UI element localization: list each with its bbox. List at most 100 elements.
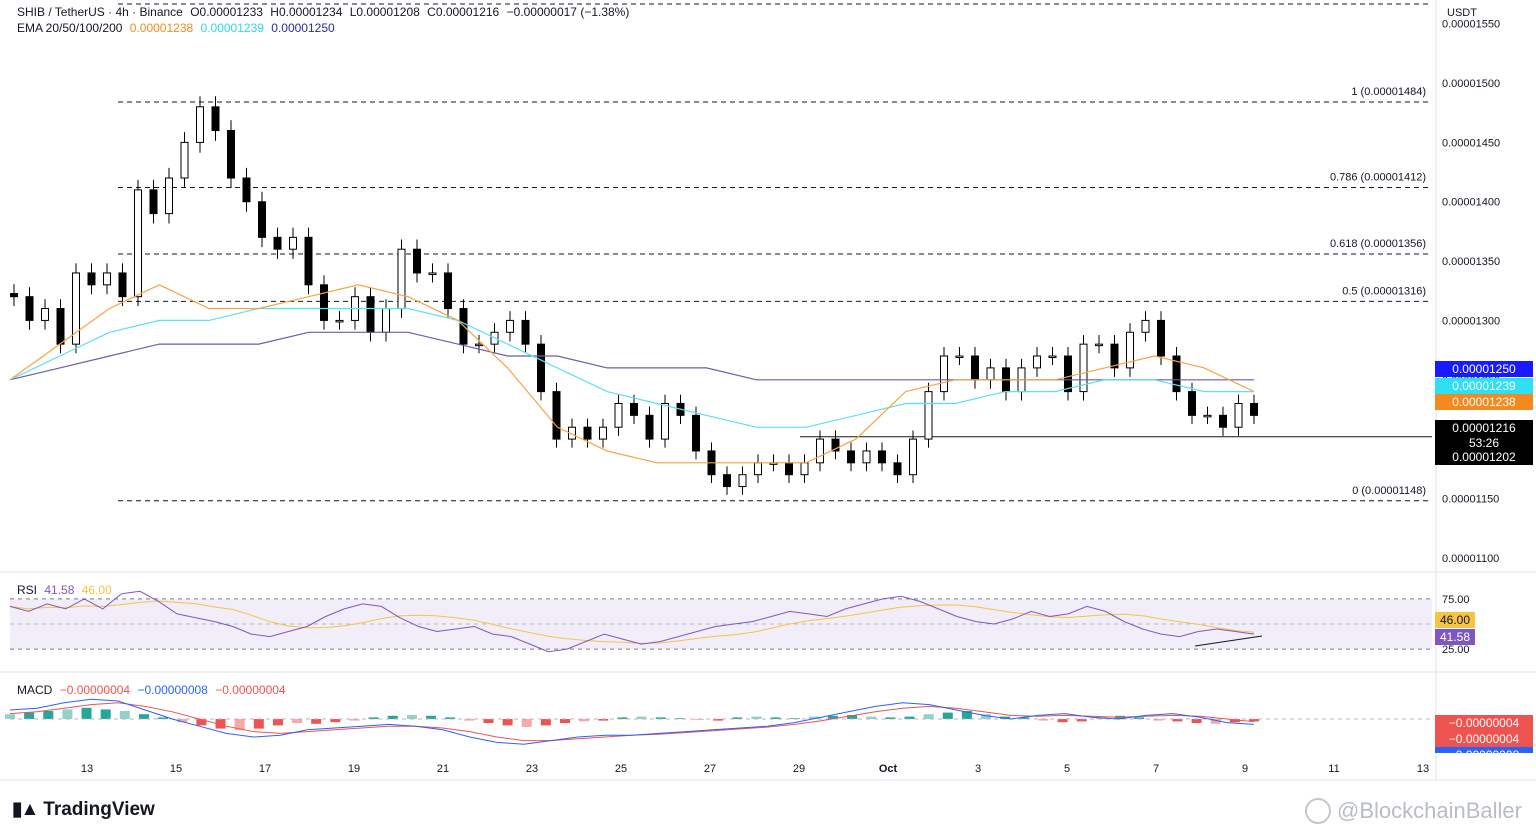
y-tick-label: 0.00001150 [1442, 493, 1499, 505]
candle-body [831, 438, 840, 452]
price-axis: 0.00001550 0.00001500 0.00001450 0.00001400… [0, 0, 1536, 781]
candle-body [599, 426, 607, 440]
rsi-ma-line [9, 600, 1255, 644]
candle-body [1064, 355, 1072, 393]
ema-lines [9, 284, 1255, 464]
ema20-value: 0.00001238 [129, 21, 194, 35]
macd-bar [1038, 719, 1049, 721]
rsi-tick-label: 75.00 [1442, 594, 1470, 606]
macd-bar [1249, 719, 1259, 722]
candle-body [273, 236, 282, 250]
macd-bar [311, 719, 322, 724]
candle-body [25, 296, 34, 321]
candle-body [180, 141, 189, 179]
tradingview-icon: ▮▲ [12, 799, 39, 820]
macd-bar [138, 714, 149, 719]
low-label: L [349, 5, 357, 19]
candle-body [289, 236, 297, 250]
macd-bar [196, 719, 207, 726]
close-value: 0.00001216 [435, 5, 500, 19]
rsi-label: RSI [17, 583, 38, 597]
rsi-header: RSI 41.58 46.00 [17, 583, 116, 597]
macd-line [9, 698, 1255, 745]
candle-body [444, 272, 452, 310]
rsi-label: 41.58 [1435, 629, 1475, 645]
watermark-icon [1299, 792, 1337, 830]
macd-bar [368, 717, 379, 719]
candle-body [800, 462, 809, 476]
macd-bar [387, 715, 398, 719]
change-value: −0.00000017 (−1.38%) [506, 5, 630, 19]
y-tick-label: 0.00001300 [1442, 315, 1500, 327]
candle-body [924, 391, 933, 440]
macd-bar [904, 716, 915, 719]
x-tick-label: 5 [1064, 763, 1070, 775]
candle-body [645, 414, 654, 440]
y-tick-label: 0.00001450 [1442, 137, 1500, 149]
candle-body [692, 414, 700, 452]
candle-body [211, 106, 220, 132]
x-tick-label: 13 [1417, 763, 1429, 775]
candle-body [1157, 319, 1165, 357]
x-tick-label: 17 [259, 763, 271, 775]
candle-body [413, 248, 421, 274]
rsi-tick-label: 25.00 [1442, 644, 1470, 656]
ema50-value: 0.00001239 [200, 21, 264, 35]
macd-bar [119, 711, 130, 719]
rsi-pane: 75.00 25.00 [9, 590, 1470, 656]
time-axis: 13 15 17 19 21 23 25 27 29 Oct 3 5 7 9 11 13 [81, 763, 1429, 775]
macd-bar [827, 715, 838, 719]
macd-hist-value: −0.00000004 [59, 683, 131, 697]
candle-body [552, 391, 561, 440]
macd-bar [234, 719, 245, 731]
x-tick-label: 21 [437, 763, 449, 775]
candle-body [227, 130, 235, 179]
open-value: 0.00001233 [199, 5, 263, 19]
macd-bar [100, 709, 111, 719]
candle-body [10, 293, 18, 298]
candle-body [971, 355, 979, 381]
macd-label: −0.00000008 [1435, 747, 1533, 753]
candle-body [149, 189, 158, 215]
x-tick-label: 23 [526, 763, 538, 775]
ema50-line [9, 307, 1254, 428]
candle-body [382, 308, 390, 333]
macd-bar [406, 715, 417, 719]
candle-body [1234, 402, 1243, 428]
high-value: 0.00001234 [278, 5, 343, 19]
low-value: 0.00001208 [356, 5, 420, 19]
candle-body [986, 367, 995, 381]
macd-bar [885, 717, 896, 719]
tradingview-logo: ▮▲ TradingView [12, 798, 155, 821]
macd-bar [1134, 717, 1145, 719]
rsi-ma-value: 46.00 [81, 583, 112, 597]
candle-body [506, 319, 514, 333]
macd-bar [43, 711, 54, 719]
macd-bar [866, 716, 877, 719]
macd-bar [81, 707, 92, 719]
candle-body [738, 474, 747, 488]
candle-body [893, 462, 902, 476]
fib-levels: 1 (0.00001484) 0.786 (0.00001412) 0.618 (0… [118, 3, 1432, 502]
candle-body [583, 426, 592, 440]
x-tick-label: 19 [348, 763, 360, 775]
macd-bar [426, 715, 437, 719]
rsi-line [9, 590, 1255, 653]
candle-body [366, 296, 375, 333]
watermark-text: @BlockchainBaller [1337, 798, 1522, 823]
macd-bar [981, 714, 992, 719]
x-tick-label: 29 [793, 763, 805, 775]
candle-body [1126, 331, 1134, 369]
macd-bar [942, 712, 953, 719]
candle-body [785, 462, 793, 476]
x-tick-label: 13 [81, 763, 93, 775]
candle-body [41, 308, 49, 321]
candle-body [909, 438, 917, 476]
macd-bar [1191, 719, 1202, 723]
x-tick-label: Oct [879, 763, 898, 775]
candle-body [428, 272, 437, 275]
watermark: @BlockchainBaller [1299, 792, 1522, 830]
candle-body [878, 450, 886, 464]
candle-body [72, 272, 80, 345]
macd-bar [560, 719, 571, 723]
